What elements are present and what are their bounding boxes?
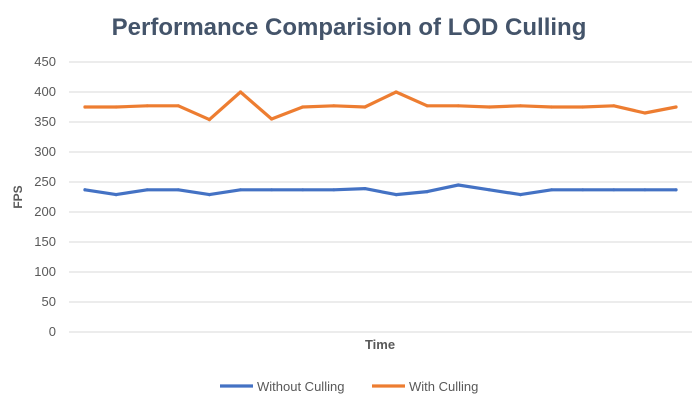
data-point-s0-18 <box>643 188 647 192</box>
data-point-s0-12 <box>456 183 460 187</box>
data-point-s0-5 <box>238 188 243 192</box>
data-point-s1-14 <box>518 104 523 108</box>
data-point-s1-17 <box>612 104 616 108</box>
data-point-s0-8 <box>332 188 336 192</box>
series-line-with-culling <box>83 90 678 122</box>
data-point-s1-16 <box>581 105 585 109</box>
chart-title: Performance Comparision of LOD Culling <box>112 14 587 41</box>
data-point-s0-15 <box>550 188 554 192</box>
data-point-s0-9 <box>363 187 367 191</box>
data-point-s0-17 <box>612 188 616 192</box>
series-line-without-culling <box>83 183 678 197</box>
y-tick-label-250: 250 <box>34 174 56 189</box>
y-tick-label-50: 50 <box>42 294 56 309</box>
data-point-s0-19 <box>674 188 678 192</box>
y-axis-title: FPS <box>11 185 25 208</box>
y-tick-label-150: 150 <box>34 234 56 249</box>
data-point-s0-2 <box>145 188 149 192</box>
legend-item-without-culling: Without Culling <box>220 379 344 394</box>
data-point-s1-8 <box>332 104 336 108</box>
data-point-s0-6 <box>270 188 274 192</box>
data-point-s1-3 <box>176 104 180 108</box>
data-point-s1-19 <box>674 105 678 109</box>
data-point-s1-0 <box>83 105 87 109</box>
data-point-s0-14 <box>518 193 523 197</box>
data-point-s0-7 <box>301 188 305 192</box>
data-point-s0-1 <box>114 193 118 197</box>
data-point-s0-0 <box>83 188 87 192</box>
data-point-s0-11 <box>425 190 429 194</box>
data-point-s0-10 <box>394 193 398 197</box>
legend-item-with-culling: With Culling <box>372 379 478 394</box>
data-point-s1-1 <box>114 105 118 109</box>
data-point-s1-13 <box>487 105 491 109</box>
data-point-s1-7 <box>301 105 305 109</box>
y-tick-label-450: 450 <box>34 54 56 69</box>
series-lines <box>83 90 678 197</box>
gridlines <box>69 61 692 333</box>
data-point-s1-6 <box>270 117 274 121</box>
data-point-s0-13 <box>487 188 491 192</box>
data-point-s1-15 <box>550 105 554 109</box>
data-point-s1-5 <box>238 90 243 94</box>
y-tick-label-300: 300 <box>34 144 56 159</box>
data-point-s1-4 <box>207 118 211 122</box>
legend-label: Without Culling <box>257 379 344 394</box>
data-point-s1-2 <box>145 104 149 108</box>
x-axis-title: Time <box>365 337 395 352</box>
data-point-s0-4 <box>207 193 211 197</box>
data-point-s0-16 <box>581 188 585 192</box>
y-tick-label-400: 400 <box>34 84 56 99</box>
data-point-s1-18 <box>643 111 647 115</box>
y-tick-label-350: 350 <box>34 114 56 129</box>
data-point-s1-9 <box>363 105 367 109</box>
data-point-s1-12 <box>456 104 460 108</box>
data-point-s0-3 <box>176 188 180 192</box>
y-tick-label-0: 0 <box>49 324 56 339</box>
data-point-s1-10 <box>394 90 398 94</box>
y-tick-label-100: 100 <box>34 264 56 279</box>
legend-label: With Culling <box>409 379 478 394</box>
data-point-s1-11 <box>425 104 429 108</box>
legend: Without Culling With Culling <box>220 379 478 394</box>
y-tick-label-200: 200 <box>34 204 56 219</box>
y-tick-labels: 0 50 100 150 200 250 300 350 400 450 <box>34 54 56 339</box>
